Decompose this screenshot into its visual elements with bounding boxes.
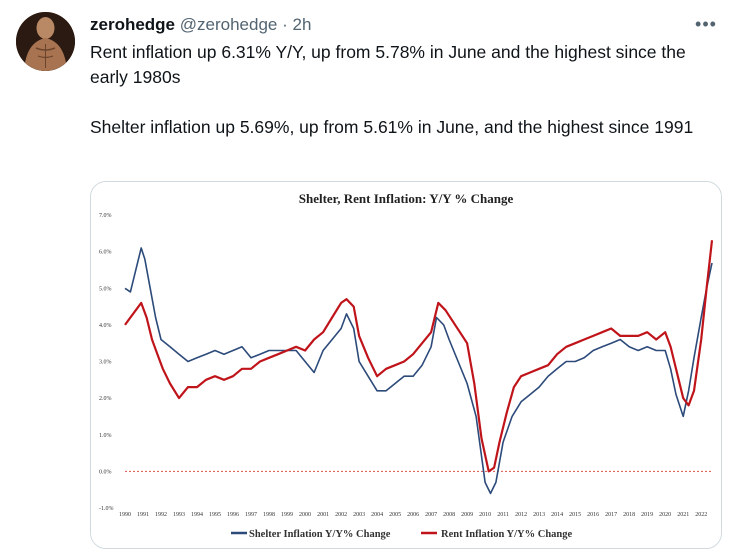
legend-label: Shelter Inflation Y/Y% Change	[249, 529, 391, 540]
x-tick-label: 2011	[497, 512, 509, 518]
x-tick-label: 1998	[263, 512, 275, 518]
x-tick-label: 2012	[515, 512, 527, 518]
y-tick-label: -1.0%	[99, 506, 114, 512]
series-group	[124, 240, 714, 495]
y-axis: -1.0% 0.0% 1.0% 2.0% 3.0% 4.0% 5.0% 6.0% 7.0%	[99, 213, 114, 512]
x-tick-label: 2010	[479, 512, 491, 518]
x-tick-label: 2015	[569, 512, 581, 518]
x-tick-label: 2018	[623, 512, 635, 518]
x-tick-label: 1997	[245, 512, 257, 518]
y-tick-label: 1.0%	[99, 433, 112, 439]
x-tick-label: 2009	[461, 512, 473, 518]
y-tick-label: 7.0%	[99, 213, 112, 219]
x-tick-label: 2006	[407, 512, 419, 518]
tweet-text: Rent inflation up 6.31% Y/Y, up from 5.7…	[90, 40, 710, 140]
x-axis: 1990 1991 1992 1993 1994 1995 1996 1997 1998 1999…	[119, 512, 707, 518]
x-tick-label: 2013	[533, 512, 545, 518]
y-tick-label: 3.0%	[99, 360, 112, 366]
x-tick-label: 2020	[659, 512, 671, 518]
y-tick-label: 2.0%	[99, 396, 112, 402]
rent-series-line	[124, 240, 714, 473]
chart-title: Shelter, Rent Inflation: Y/Y % Change	[299, 191, 514, 206]
x-tick-label: 2002	[335, 512, 347, 518]
chart: Shelter, Rent Inflation: Y/Y % Change -1…	[91, 182, 721, 548]
separator: ·	[282, 15, 288, 34]
x-tick-label: 1994	[191, 512, 203, 518]
y-tick-label: 4.0%	[99, 323, 112, 329]
chart-background	[91, 182, 721, 548]
x-tick-label: 2003	[353, 512, 365, 518]
avatar-image	[16, 12, 75, 71]
x-tick-label: 1992	[155, 512, 167, 518]
y-tick-label: 5.0%	[99, 286, 112, 292]
x-tick-label: 2008	[443, 512, 455, 518]
x-tick-label: 2019	[641, 512, 653, 518]
tweet-paragraph: Shelter inflation up 5.69%, up from 5.61…	[90, 117, 694, 137]
legend: Shelter Inflation Y/Y% Change Rent Inflat…	[231, 529, 573, 540]
tweet-paragraph: Rent inflation up 6.31% Y/Y, up from 5.7…	[90, 42, 686, 87]
x-tick-label: 2004	[371, 512, 383, 518]
x-tick-label: 1990	[119, 512, 131, 518]
timestamp[interactable]: 2h	[292, 15, 312, 34]
x-tick-label: 2005	[389, 512, 401, 518]
y-tick-label: 0.0%	[99, 469, 112, 475]
x-tick-label: 2007	[425, 512, 437, 518]
tweet-header: zerohedge @zerohedge · 2h	[90, 14, 311, 36]
x-tick-label: 2000	[299, 512, 311, 518]
y-tick-label: 6.0%	[99, 250, 112, 256]
x-tick-label: 2017	[605, 512, 617, 518]
x-tick-label: 2014	[551, 512, 563, 518]
x-tick-label: 1999	[281, 512, 293, 518]
x-tick-label: 1995	[209, 512, 221, 518]
x-tick-label: 1996	[227, 512, 239, 518]
legend-label: Rent Inflation Y/Y% Change	[441, 529, 573, 540]
media-card[interactable]: Shelter, Rent Inflation: Y/Y % Change -1…	[90, 181, 722, 549]
x-tick-label: 1991	[137, 512, 149, 518]
x-tick-label: 1993	[173, 512, 185, 518]
x-tick-label: 2021	[677, 512, 689, 518]
x-tick-label: 2022	[695, 512, 707, 518]
avatar[interactable]	[16, 12, 75, 71]
author-handle[interactable]: @zerohedge	[179, 15, 278, 34]
shelter-series-line	[124, 247, 713, 495]
author-name[interactable]: zerohedge	[90, 15, 176, 34]
more-horizontal-icon[interactable]: •••	[695, 14, 717, 34]
x-tick-label: 2016	[587, 512, 599, 518]
x-tick-label: 2001	[317, 512, 329, 518]
